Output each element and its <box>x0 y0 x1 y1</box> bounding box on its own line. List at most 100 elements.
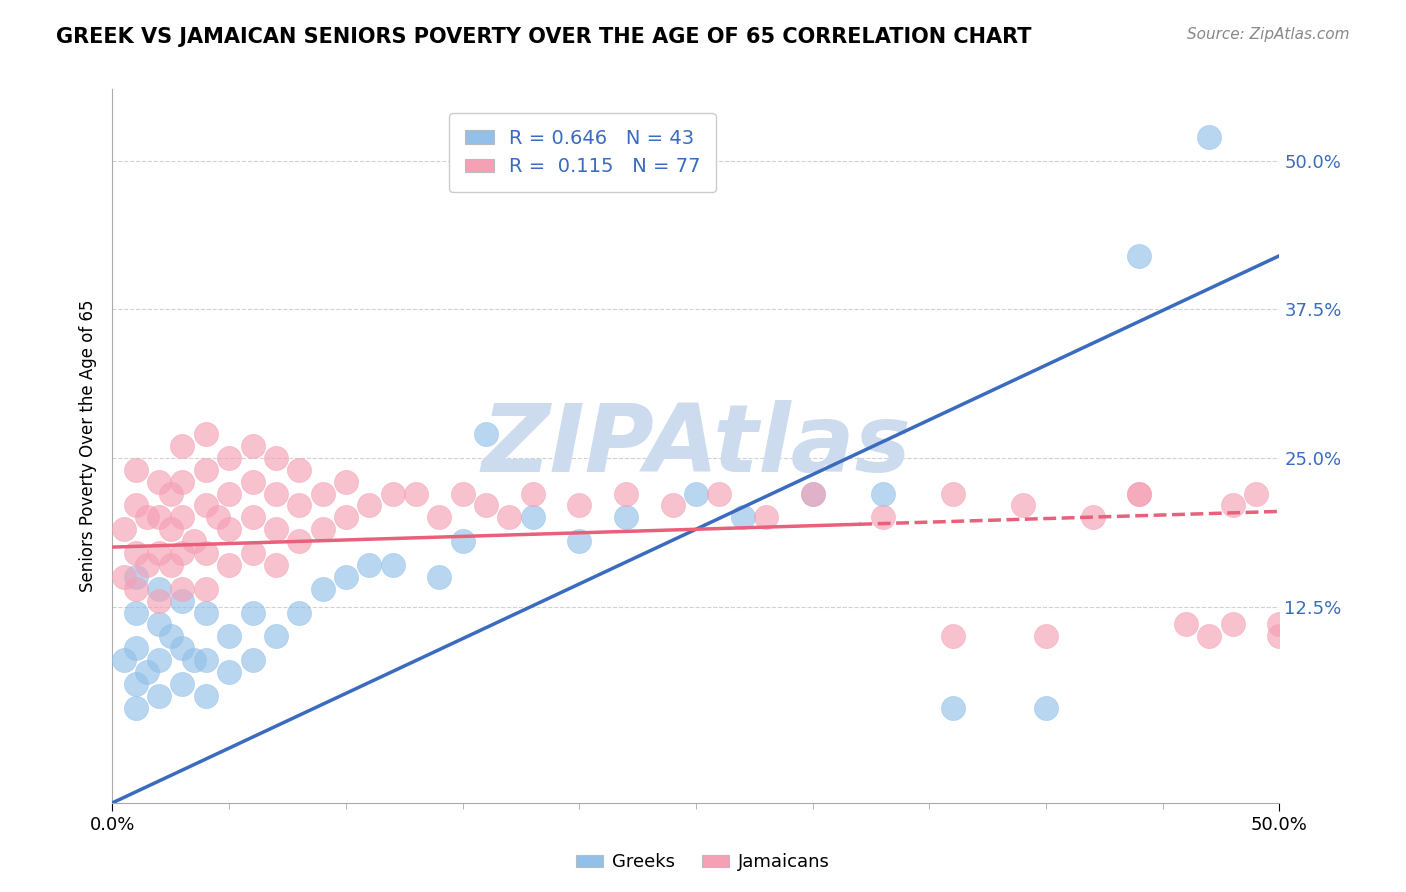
Point <box>136 510 159 524</box>
Point <box>172 593 194 607</box>
Point <box>614 510 637 524</box>
Point <box>136 558 159 572</box>
Point <box>242 653 264 667</box>
Point <box>148 510 170 524</box>
Point <box>942 629 965 643</box>
Point <box>218 486 240 500</box>
Point <box>311 582 333 596</box>
Point <box>125 677 148 691</box>
Point <box>112 570 135 584</box>
Text: GREEK VS JAMAICAN SENIORS POVERTY OVER THE AGE OF 65 CORRELATION CHART: GREEK VS JAMAICAN SENIORS POVERTY OVER T… <box>56 27 1032 46</box>
Point <box>172 475 194 489</box>
Point <box>1175 617 1198 632</box>
Point <box>218 522 240 536</box>
Point <box>160 558 183 572</box>
Point <box>1198 129 1220 144</box>
Point <box>172 582 194 596</box>
Point <box>125 546 148 560</box>
Point <box>148 653 170 667</box>
Point <box>172 546 194 560</box>
Point <box>125 463 148 477</box>
Point <box>1128 249 1150 263</box>
Point <box>427 510 450 524</box>
Point <box>872 510 894 524</box>
Point <box>160 522 183 536</box>
Point <box>136 665 159 679</box>
Point <box>568 499 591 513</box>
Point <box>218 665 240 679</box>
Point <box>288 534 311 549</box>
Point <box>427 570 450 584</box>
Point <box>148 593 170 607</box>
Point <box>194 546 217 560</box>
Point <box>160 486 183 500</box>
Point <box>264 522 287 536</box>
Point <box>1081 510 1104 524</box>
Point <box>194 463 217 477</box>
Point <box>1128 486 1150 500</box>
Point <box>125 641 148 656</box>
Point <box>568 534 591 549</box>
Point <box>264 558 287 572</box>
Point <box>381 558 404 572</box>
Point <box>242 439 264 453</box>
Point <box>125 570 148 584</box>
Point <box>125 499 148 513</box>
Point <box>614 486 637 500</box>
Point <box>242 510 264 524</box>
Point <box>942 486 965 500</box>
Point <box>242 546 264 560</box>
Point <box>172 510 194 524</box>
Point <box>288 499 311 513</box>
Point <box>451 534 474 549</box>
Point <box>942 700 965 714</box>
Point <box>194 427 217 442</box>
Point <box>475 499 498 513</box>
Point <box>359 499 381 513</box>
Point <box>335 510 357 524</box>
Point <box>242 606 264 620</box>
Point <box>218 558 240 572</box>
Point <box>731 510 754 524</box>
Point <box>288 606 311 620</box>
Point <box>801 486 824 500</box>
Point <box>194 689 217 703</box>
Point <box>1268 629 1291 643</box>
Point <box>172 677 194 691</box>
Point <box>112 653 135 667</box>
Point <box>207 510 229 524</box>
Point <box>755 510 778 524</box>
Point <box>125 582 148 596</box>
Point <box>125 606 148 620</box>
Point <box>112 522 135 536</box>
Point <box>1268 617 1291 632</box>
Point <box>183 653 205 667</box>
Point <box>148 546 170 560</box>
Point <box>218 629 240 643</box>
Point <box>242 475 264 489</box>
Point <box>148 689 170 703</box>
Point <box>522 486 544 500</box>
Legend: Greeks, Jamaicans: Greeks, Jamaicans <box>568 847 838 879</box>
Point <box>1035 700 1057 714</box>
Point <box>288 463 311 477</box>
Point <box>801 486 824 500</box>
Point <box>1222 617 1244 632</box>
Point <box>1244 486 1267 500</box>
Point <box>451 486 474 500</box>
Point <box>183 534 205 549</box>
Point <box>685 486 707 500</box>
Point <box>1128 486 1150 500</box>
Point <box>335 570 357 584</box>
Text: Source: ZipAtlas.com: Source: ZipAtlas.com <box>1187 27 1350 42</box>
Point <box>381 486 404 500</box>
Point <box>311 522 333 536</box>
Point <box>148 617 170 632</box>
Point <box>160 629 183 643</box>
Point <box>475 427 498 442</box>
Point <box>522 510 544 524</box>
Point <box>1198 629 1220 643</box>
Point <box>335 475 357 489</box>
Point <box>709 486 731 500</box>
Point <box>1222 499 1244 513</box>
